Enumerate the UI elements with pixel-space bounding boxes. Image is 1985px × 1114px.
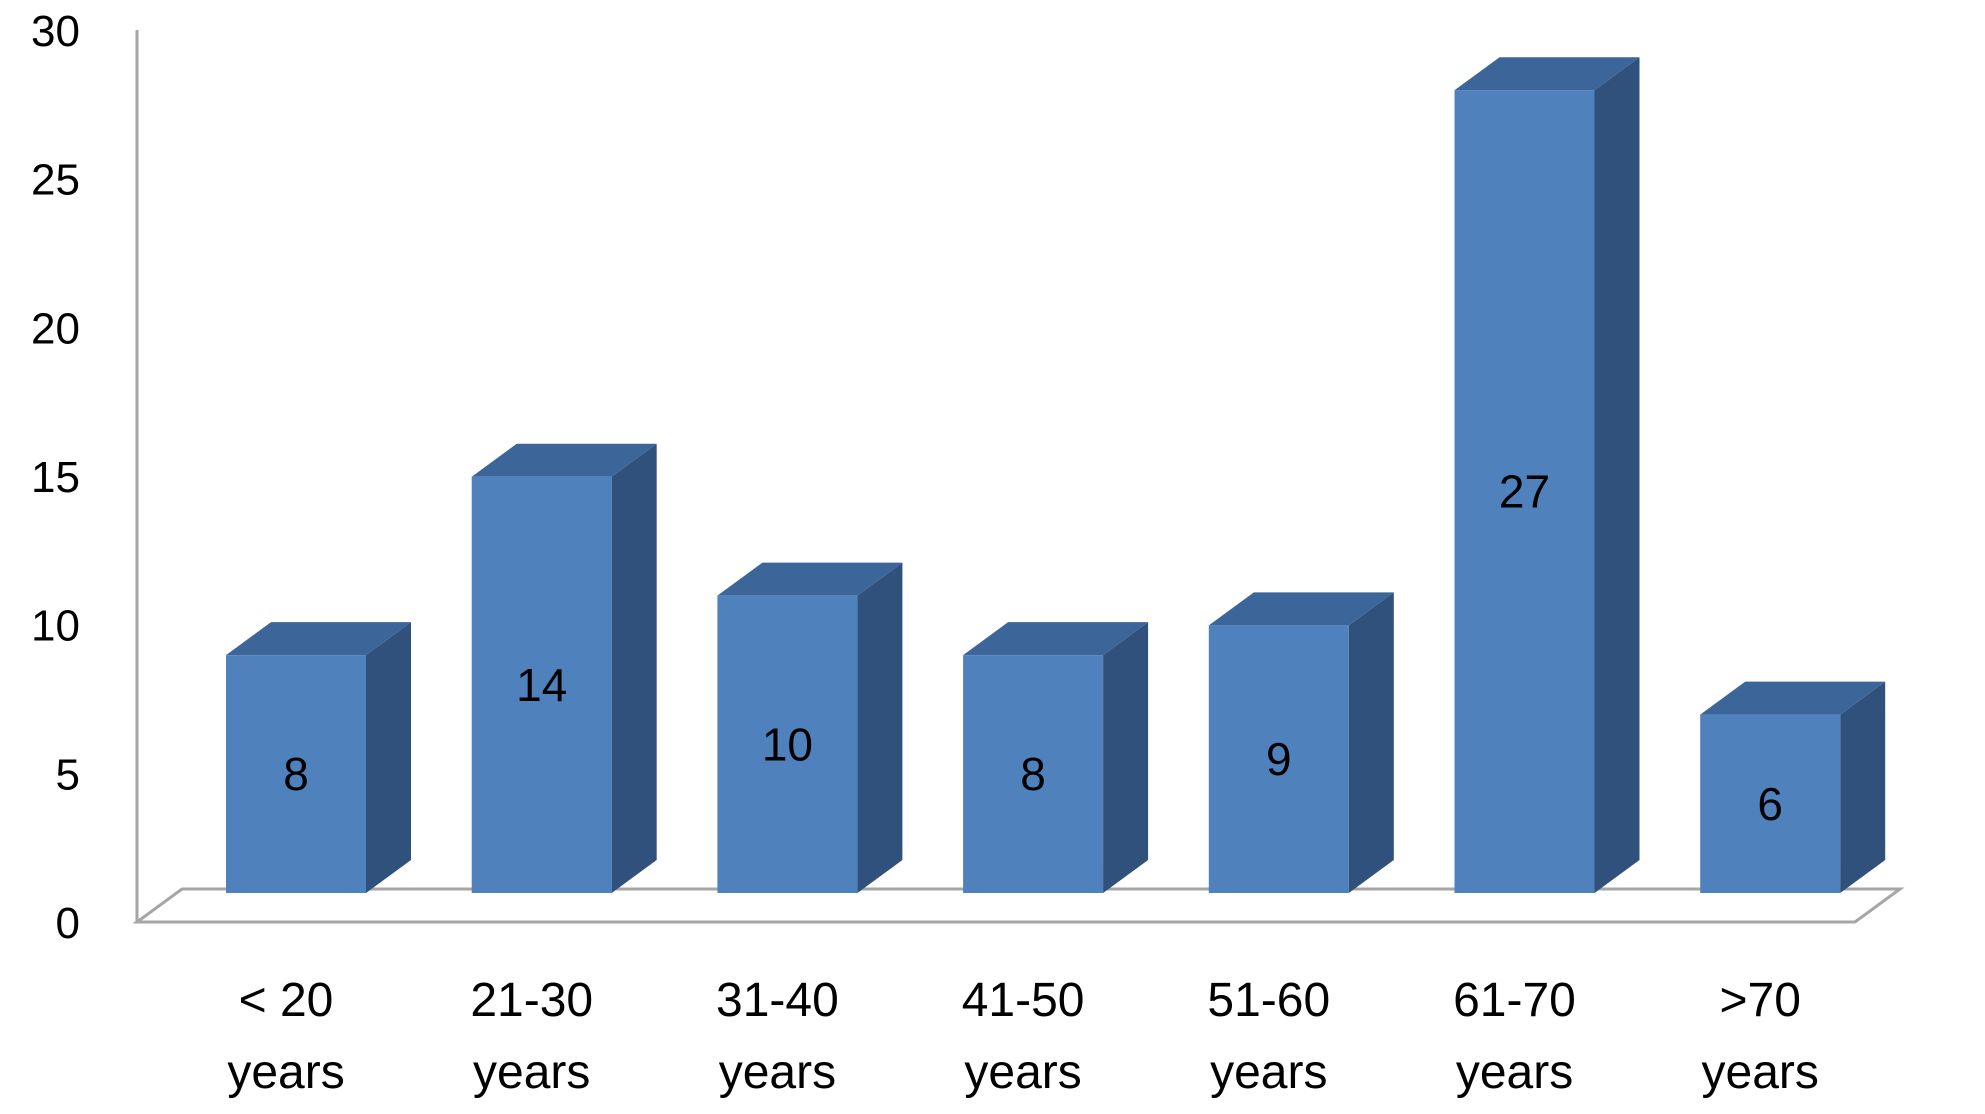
bar-front	[1454, 90, 1595, 893]
bar-top	[226, 622, 411, 656]
bar-top	[1208, 592, 1394, 626]
data-label: 10	[762, 718, 813, 770]
bar-front	[226, 655, 366, 893]
x-tick-label: 61-70	[1453, 974, 1576, 1027]
bar	[963, 622, 1149, 893]
bar-side	[366, 622, 411, 893]
x-tick-label: 41-50	[962, 974, 1085, 1027]
x-tick-label: years	[473, 1046, 590, 1099]
y-tick-label: 0	[56, 899, 80, 948]
x-tick-label: 21-30	[470, 974, 593, 1027]
y-tick-label: 15	[31, 453, 80, 502]
bar-top	[963, 622, 1149, 656]
bar-front	[717, 595, 858, 893]
x-tick-label: years	[964, 1046, 1081, 1099]
bar	[1700, 681, 1886, 893]
x-tick-label: years	[1702, 1046, 1819, 1099]
x-tick-label: years	[1456, 1046, 1573, 1099]
x-tick-label: 51-60	[1207, 974, 1330, 1027]
bar-top	[717, 562, 903, 596]
y-tick-label: 5	[56, 750, 80, 799]
bar	[1208, 592, 1394, 893]
x-tick-label: years	[719, 1046, 836, 1099]
bar-front	[1700, 714, 1841, 893]
y-tick-label: 20	[31, 304, 80, 353]
bar-side	[1103, 622, 1149, 893]
bar-top	[1454, 57, 1640, 91]
bar-side	[611, 443, 657, 893]
bar	[226, 622, 411, 893]
x-tick-label: < 20	[239, 974, 334, 1027]
x-tick-label: 31-40	[716, 974, 839, 1027]
data-label: 8	[283, 748, 309, 800]
bar-side	[1594, 57, 1640, 893]
x-tick-label: >70	[1719, 974, 1800, 1027]
bar-top	[471, 443, 657, 477]
bar	[1454, 57, 1640, 893]
bar	[717, 562, 903, 893]
y-tick-label: 10	[31, 602, 80, 651]
bar-side	[1348, 592, 1394, 893]
bar-front	[471, 476, 612, 893]
y-tick-label: 25	[31, 156, 80, 205]
bar-top	[1700, 681, 1886, 715]
data-label: 6	[1757, 778, 1783, 830]
data-label: 14	[516, 659, 567, 711]
x-tick-label: years	[227, 1046, 344, 1099]
chart-floor	[132, 887, 1905, 924]
x-tick-label: years	[1210, 1046, 1327, 1099]
bar-side	[857, 562, 903, 893]
bar-side	[1840, 681, 1886, 893]
y-tick-label: 30	[31, 7, 80, 56]
data-label: 27	[1499, 466, 1550, 518]
data-label: 9	[1266, 733, 1292, 785]
data-label: 8	[1020, 748, 1046, 800]
bar-front	[963, 655, 1104, 893]
bar	[471, 443, 657, 893]
bar-front	[1208, 625, 1349, 893]
